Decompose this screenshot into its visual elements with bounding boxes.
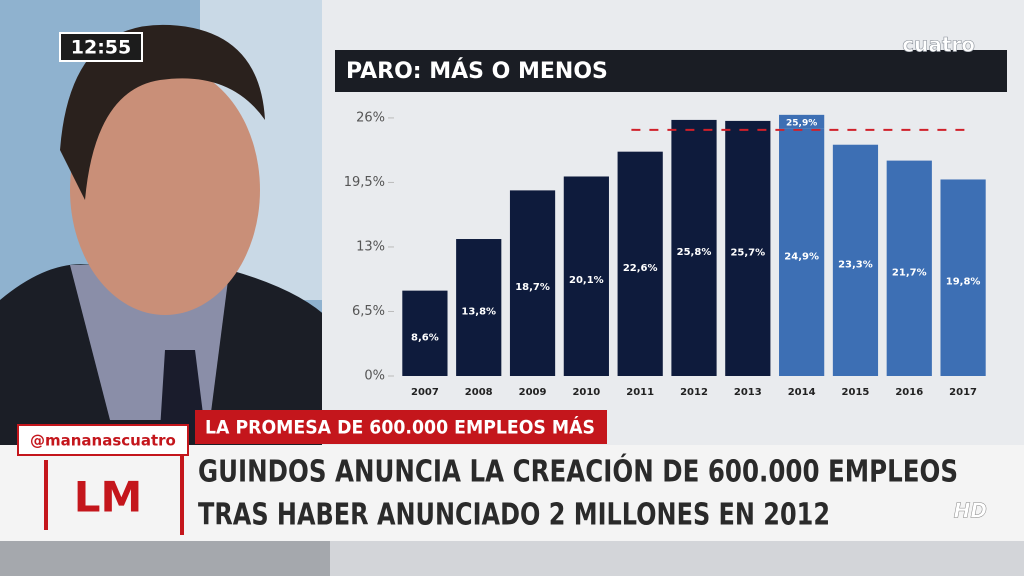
handle: @mananascuatro bbox=[30, 432, 176, 450]
plot: 0% 6,5% 13% 19,5% 26% 2007 8,6% 2008 13,8% 2009 18… bbox=[344, 110, 986, 398]
clock: 12:55 bbox=[71, 37, 131, 59]
bar bbox=[779, 128, 825, 376]
hd-badge: HD bbox=[954, 499, 987, 523]
value-label: 21,7% bbox=[892, 267, 927, 278]
x-tick-label: 2010 bbox=[572, 387, 600, 398]
headline-line: GUINDOS ANUNCIA LA CREACIÓN DE 600.000 E… bbox=[198, 453, 958, 490]
value-label: 22,6% bbox=[623, 263, 658, 274]
logo: LM bbox=[74, 473, 143, 522]
bar bbox=[509, 190, 556, 376]
x-tick-label: 2017 bbox=[949, 387, 977, 398]
value-label: 25,7% bbox=[730, 247, 765, 258]
lower-strip bbox=[0, 541, 1024, 576]
bar bbox=[725, 120, 771, 376]
bar bbox=[886, 160, 932, 376]
value-label: 24,9% bbox=[784, 251, 819, 262]
x-tick-label: 2014 bbox=[788, 387, 816, 398]
x-tick-label: 2011 bbox=[626, 387, 654, 398]
x-tick-label: 2013 bbox=[734, 387, 762, 398]
handle-box bbox=[17, 424, 189, 456]
hair bbox=[60, 24, 265, 200]
channel-logo: cuatro bbox=[902, 33, 975, 57]
value-label: 13,8% bbox=[461, 307, 496, 318]
lower-third bbox=[0, 445, 1024, 541]
value-label: 8,6% bbox=[411, 332, 439, 343]
bar bbox=[402, 290, 448, 376]
headline-line: TRAS HABER ANUNCIADO 2 MILLONES EN 2012 bbox=[198, 498, 830, 533]
bar bbox=[456, 239, 502, 376]
y-tick-label: 0% bbox=[364, 369, 385, 384]
x-tick-label: 2008 bbox=[465, 387, 493, 398]
y-tick-label: 26% bbox=[356, 110, 385, 125]
headline-bar bbox=[180, 455, 184, 535]
value-label: 23,3% bbox=[838, 259, 873, 270]
bar bbox=[617, 151, 663, 376]
tie bbox=[160, 350, 205, 430]
x-tick-label: 2012 bbox=[680, 387, 708, 398]
x-tick-label: 2007 bbox=[411, 387, 439, 398]
x-tick-label: 2009 bbox=[519, 387, 547, 398]
banner: LA PROMESA DE 600.000 EMPLEOS MÁS bbox=[205, 416, 595, 439]
y-tick-label: 6,5% bbox=[352, 304, 385, 319]
annotation-box bbox=[779, 114, 825, 129]
x-tick-label: 2015 bbox=[842, 387, 870, 398]
value-label: 25,8% bbox=[677, 247, 712, 258]
value-label: 19,8% bbox=[946, 277, 981, 288]
logo-bar bbox=[44, 460, 48, 530]
clock-box bbox=[59, 32, 143, 62]
banner-box bbox=[195, 410, 607, 444]
chart-title: PARO: MÁS O MENOS bbox=[346, 58, 608, 84]
bar bbox=[563, 176, 609, 376]
annotation: 25,9% bbox=[786, 118, 817, 128]
bar bbox=[832, 144, 879, 376]
value-label: 18,7% bbox=[515, 282, 550, 293]
face bbox=[70, 65, 260, 315]
y-tick-label: 19,5% bbox=[344, 175, 385, 190]
bar bbox=[671, 119, 717, 377]
y-tick-label: 13% bbox=[356, 239, 385, 254]
value-label: 20,1% bbox=[569, 275, 604, 286]
title-bar bbox=[335, 50, 1007, 92]
bar bbox=[940, 179, 986, 376]
x-tick-label: 2016 bbox=[895, 387, 923, 398]
